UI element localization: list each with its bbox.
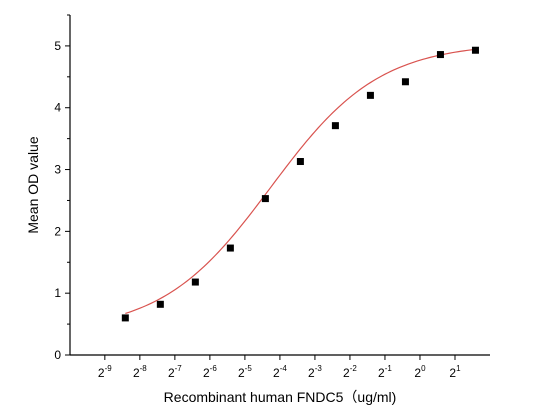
x-tick-base-7: 2 bbox=[343, 366, 350, 380]
y-tick-label-5: 5 bbox=[54, 39, 61, 53]
x-tick-label-4: 2-5 bbox=[238, 364, 252, 380]
x-axis-label: Recombinant human FNDC5（ug/ml) bbox=[164, 389, 397, 405]
x-tick-exponent-5: -4 bbox=[280, 364, 288, 373]
x-tick-label-9: 20 bbox=[414, 364, 426, 380]
x-tick-label-10: 21 bbox=[449, 364, 461, 380]
data-point-5 bbox=[296, 158, 304, 166]
x-tick-label-5: 2-4 bbox=[273, 364, 287, 380]
x-tick-base-0: 2 bbox=[98, 366, 105, 380]
data-point-8 bbox=[401, 78, 409, 86]
x-tick-label-8: 2-1 bbox=[378, 364, 392, 380]
x-tick-base-3: 2 bbox=[203, 366, 210, 380]
x-tick-label-3: 2-6 bbox=[203, 364, 217, 380]
x-tick-base-10: 2 bbox=[449, 366, 456, 380]
x-tick-base-4: 2 bbox=[238, 366, 245, 380]
x-tick-exponent-7: -2 bbox=[350, 364, 358, 373]
data-point-6 bbox=[331, 122, 339, 130]
x-tick-exponent-1: -8 bbox=[140, 364, 148, 373]
x-tick-label-6: 2-3 bbox=[308, 364, 322, 380]
x-tick-label-0: 2-9 bbox=[98, 364, 112, 380]
x-tick-exponent-0: -9 bbox=[105, 364, 113, 373]
y-axis-label: Mean OD value bbox=[25, 136, 41, 233]
y-tick-label-4: 4 bbox=[54, 101, 61, 115]
x-tick-exponent-3: -6 bbox=[210, 364, 218, 373]
x-tick-base-9: 2 bbox=[414, 366, 421, 380]
y-tick-label-3: 3 bbox=[54, 163, 61, 177]
x-tick-exponent-10: 1 bbox=[456, 364, 461, 373]
data-point-9 bbox=[436, 51, 444, 59]
data-point-10 bbox=[471, 46, 479, 54]
x-tick-exponent-4: -5 bbox=[245, 364, 253, 373]
y-tick-label-1: 1 bbox=[54, 286, 61, 300]
x-tick-label-7: 2-2 bbox=[343, 364, 357, 380]
x-tick-label-1: 2-8 bbox=[133, 364, 147, 380]
x-tick-base-8: 2 bbox=[378, 366, 385, 380]
data-point-0 bbox=[121, 314, 129, 322]
x-tick-base-5: 2 bbox=[273, 366, 280, 380]
x-tick-base-1: 2 bbox=[133, 366, 140, 380]
x-tick-exponent-6: -3 bbox=[315, 364, 323, 373]
x-tick-exponent-2: -7 bbox=[175, 364, 183, 373]
data-point-4 bbox=[261, 195, 269, 203]
y-tick-label-0: 0 bbox=[54, 348, 61, 362]
x-tick-label-2: 2-7 bbox=[168, 364, 182, 380]
fit-curve bbox=[125, 48, 476, 315]
x-tick-exponent-9: 0 bbox=[421, 364, 426, 373]
y-tick-label-2: 2 bbox=[54, 224, 61, 238]
data-point-2 bbox=[191, 278, 199, 286]
data-point-3 bbox=[226, 244, 234, 252]
data-point-7 bbox=[366, 91, 374, 99]
x-tick-base-2: 2 bbox=[168, 366, 175, 380]
data-point-1 bbox=[156, 300, 164, 308]
x-tick-exponent-8: -1 bbox=[385, 364, 393, 373]
x-tick-base-6: 2 bbox=[308, 366, 315, 380]
